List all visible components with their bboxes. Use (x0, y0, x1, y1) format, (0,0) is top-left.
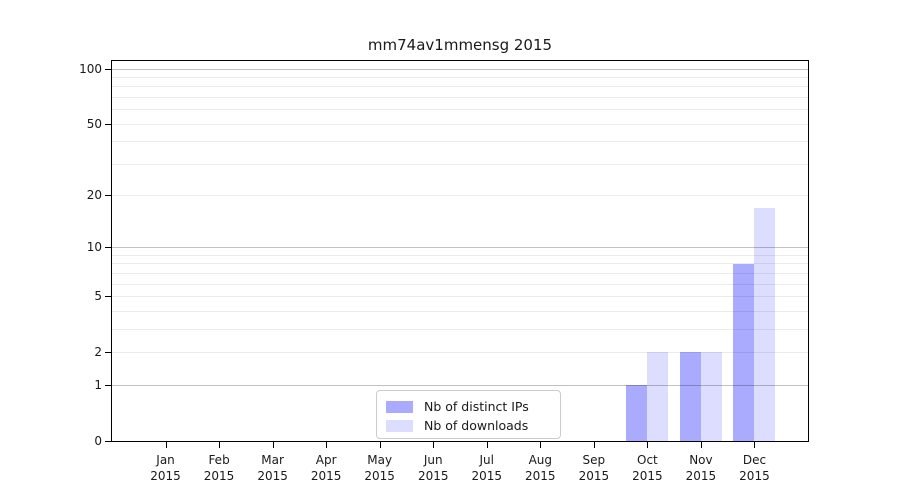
y-tick-label: 10 (86, 240, 102, 255)
y-axis-tick (105, 440, 111, 442)
x-tick-label: Sep 2015 (578, 453, 610, 483)
minor-gridline (112, 272, 808, 274)
x-tick-label: Jun 2015 (417, 453, 449, 483)
minor-gridline (112, 76, 808, 78)
minor-gridline (112, 109, 808, 111)
y-tick-label: 20 (86, 188, 102, 203)
x-axis-tick (754, 441, 756, 448)
legend-item-distinct-ips: Nb of distinct IPs (386, 398, 560, 415)
minor-gridline (112, 86, 808, 88)
minor-gridline (112, 123, 808, 125)
x-axis-tick (165, 441, 167, 448)
minor-gridline (112, 263, 808, 265)
y-tick-label: 1 (94, 377, 102, 392)
x-axis-tick (219, 441, 221, 448)
x-tick-label: Jan 2015 (150, 453, 181, 483)
minor-gridline (112, 254, 808, 256)
x-tick-label: Apr 2015 (310, 453, 342, 483)
minor-gridline (112, 310, 808, 312)
minor-gridline (112, 283, 808, 285)
y-tick-label: 2 (94, 344, 102, 359)
y-tick-label: 50 (86, 116, 102, 131)
minor-gridline (112, 163, 808, 165)
x-axis-tick (379, 441, 381, 448)
plot-area: Nb of distinct IPs Nb of downloads 0 1 2 5 1… (79, 60, 809, 483)
y-axis-tick (105, 247, 111, 249)
legend-swatch-distinct-ips (386, 400, 413, 413)
legend-item-downloads: Nb of downloads (386, 417, 560, 434)
x-axis-tick (540, 441, 542, 448)
x-axis-tick (486, 441, 488, 448)
x-tick-label: Nov 2015 (685, 453, 717, 483)
x-axis-tick (700, 441, 702, 448)
legend-swatch-downloads (386, 419, 413, 432)
bar-distinct-ips (733, 263, 755, 441)
x-tick-label: Aug 2015 (525, 453, 556, 483)
bar-downloads (754, 208, 776, 441)
legend-label-downloads: Nb of downloads (424, 418, 529, 433)
minor-gridline (112, 195, 808, 197)
y-axis-tick (105, 68, 111, 70)
y-tick-label: 0 (94, 433, 102, 448)
x-tick-label: Feb 2015 (203, 453, 235, 483)
minor-gridline (112, 96, 808, 98)
x-tick-label: Mar 2015 (257, 453, 288, 483)
y-axis-tick (105, 384, 111, 386)
x-axis-tick (647, 441, 649, 448)
bar-downloads (647, 352, 669, 441)
chart-title: mm74av1mmensg 2015 (367, 36, 553, 54)
major-gridline (112, 68, 808, 70)
bar-distinct-ips (626, 385, 648, 441)
minor-gridline (112, 296, 808, 298)
x-axis-tick (272, 441, 274, 448)
minor-gridline (112, 328, 808, 330)
x-tick-label: Dec 2015 (739, 453, 770, 483)
minor-gridline (112, 141, 808, 143)
bar-downloads (700, 352, 722, 441)
x-tick-label: Jul 2015 (471, 453, 503, 483)
x-axis-tick (433, 441, 435, 448)
x-tick-label: Oct 2015 (632, 453, 663, 483)
bar-distinct-ips (679, 352, 701, 441)
legend-label-distinct-ips: Nb of distinct IPs (424, 399, 529, 414)
x-axis-tick (326, 441, 328, 448)
y-axis-tick (105, 296, 111, 298)
y-axis-tick (105, 123, 111, 125)
y-axis-tick (105, 195, 111, 197)
y-tick-label: 5 (94, 289, 102, 304)
legend: Nb of distinct IPs Nb of downloads (376, 390, 561, 439)
y-tick-label: 100 (79, 61, 102, 76)
x-axis-tick (593, 441, 595, 448)
y-axis-tick (105, 351, 111, 353)
major-gridline (112, 247, 808, 249)
x-tick-label: May 2015 (364, 453, 395, 483)
